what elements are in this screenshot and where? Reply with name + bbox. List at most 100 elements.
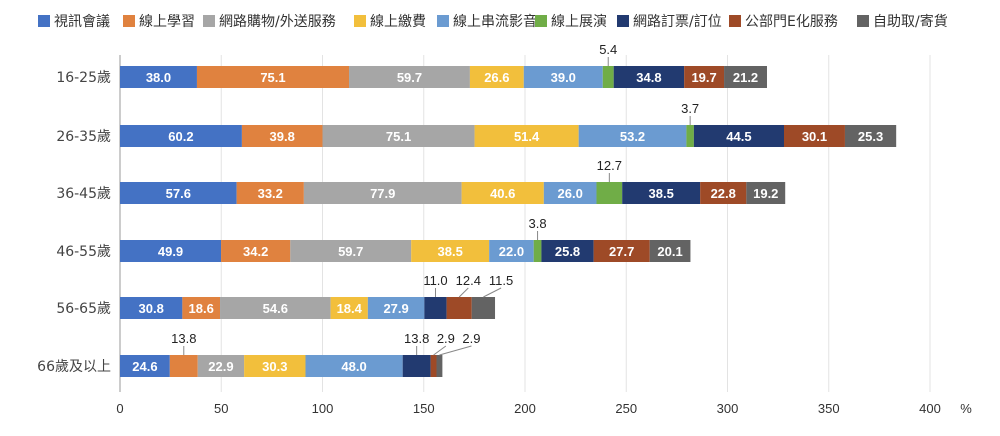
- legend-swatch: [437, 15, 449, 27]
- bar-segment: [533, 240, 542, 262]
- bar-segment: [367, 297, 425, 319]
- legend-label: 線上展演: [551, 14, 607, 30]
- bar-segment: [622, 182, 701, 204]
- data-label: 19.7: [691, 70, 716, 85]
- bar-segment: [402, 355, 431, 377]
- data-label: 39.0: [551, 70, 576, 85]
- leader-line: [458, 287, 469, 298]
- data-label: 49.9: [158, 244, 183, 259]
- leader-line: [483, 287, 502, 298]
- gridlines: [220, 55, 931, 392]
- legend-label: 公部門E化服務: [745, 14, 838, 30]
- data-label: 25.8: [555, 244, 580, 259]
- bar-segment: [578, 125, 687, 147]
- bars: 38.0 75.1 59.7 26.6 39.0 34.8 19.7 21.2 5.4 60.2 3…: [120, 42, 897, 377]
- data-label: 3.7: [681, 101, 699, 116]
- bar-segment: [613, 66, 685, 88]
- legend-swatch: [617, 15, 629, 27]
- legend-swatch: [354, 15, 366, 27]
- legend-label: 網路訂票/訂位: [633, 14, 722, 30]
- bar-segment: [724, 66, 767, 88]
- bar-segment: [686, 125, 694, 147]
- bar-row: 49.9 34.2 59.7 38.5 22.0 25.8 27.7 20.1 3.8: [120, 216, 691, 262]
- x-tick-label: 250: [615, 401, 637, 416]
- legend-item: 線上展演: [535, 14, 607, 30]
- legend-item: 線上繳費: [354, 14, 426, 30]
- x-tick-label: 150: [413, 401, 435, 416]
- data-label: 27.7: [609, 244, 634, 259]
- legend-swatch: [38, 15, 50, 27]
- data-label: 11.5: [489, 273, 513, 288]
- data-label: 75.1: [260, 70, 285, 85]
- bar-segment: [746, 182, 786, 204]
- data-label: 39.8: [270, 129, 295, 144]
- legend-item: 公部門E化服務: [729, 14, 838, 30]
- bar-segment: [120, 297, 183, 319]
- data-label: 34.8: [636, 70, 661, 85]
- data-label: 5.4: [599, 42, 617, 57]
- bar-segment: [471, 297, 496, 319]
- bar-segment: [169, 355, 198, 377]
- bar-segment: [120, 182, 237, 204]
- bar-segment: [182, 297, 221, 319]
- bar-row: 57.6 33.2 77.9 40.6 26.0 38.5 22.8 19.2 12.7: [120, 158, 786, 204]
- bar-segment: [120, 66, 197, 88]
- bar-segment: [543, 182, 597, 204]
- data-label: 18.4: [337, 301, 363, 316]
- bar-segment: [430, 355, 437, 377]
- data-label: 2.9: [437, 331, 455, 346]
- data-label: 3.8: [529, 216, 547, 231]
- data-label: 27.9: [383, 301, 408, 316]
- legend-swatch: [123, 15, 135, 27]
- bar-segment: [474, 125, 579, 147]
- bar-segment: [305, 355, 403, 377]
- bar-segment: [424, 297, 447, 319]
- bar-segment: [244, 355, 306, 377]
- bar-segment: [523, 66, 603, 88]
- data-label: 22.8: [711, 186, 736, 201]
- bar-segment: [602, 66, 614, 88]
- bar-row: 38.0 75.1 59.7 26.6 39.0 34.8 19.7 21.2 5.4: [120, 42, 767, 88]
- bar-segment: [349, 66, 470, 88]
- legend-item: 網路購物/外送服務: [203, 14, 336, 30]
- bar-segment: [649, 240, 691, 262]
- x-tick-label: 0: [116, 401, 123, 416]
- data-label: 33.2: [258, 186, 283, 201]
- bar-segment: [596, 182, 623, 204]
- data-label: 22.0: [499, 244, 524, 259]
- leader-line: [433, 345, 447, 356]
- x-axis-unit: %: [960, 401, 972, 416]
- bar-segment: [196, 66, 350, 88]
- bar-segment: [120, 240, 222, 262]
- legend-label: 自助取/寄貨: [873, 13, 948, 30]
- data-label: 30.3: [262, 359, 287, 374]
- bar-segment: [700, 182, 747, 204]
- data-label: 57.6: [166, 186, 191, 201]
- bar-segment: [303, 182, 462, 204]
- bar-segment: [489, 240, 534, 262]
- x-axis-ticks: 0 50 100 150 200 250 300 350 400%: [116, 401, 972, 416]
- bar-row: 30.8 18.6 54.6 18.4 27.9 11.0 12.4 11.5: [120, 273, 513, 319]
- category-label: 36-45歲: [56, 186, 111, 202]
- legend-item: 線上串流影音: [437, 13, 537, 30]
- data-label: 38.5: [649, 186, 674, 201]
- data-label: 2.9: [462, 331, 480, 346]
- legend-item: 視訊會議: [38, 13, 110, 30]
- bar-segment: [844, 125, 897, 147]
- category-label: 26-35歲: [56, 129, 111, 145]
- data-label: 13.8: [404, 331, 429, 346]
- data-label: 53.2: [620, 129, 645, 144]
- data-label: 24.6: [132, 359, 157, 374]
- category-label: 46-55歲: [56, 244, 111, 260]
- data-label: 54.6: [263, 301, 288, 316]
- data-label: 77.9: [370, 186, 395, 201]
- bar-segment: [469, 66, 524, 88]
- data-label: 19.2: [753, 186, 778, 201]
- bar-segment: [684, 66, 725, 88]
- legend-label: 線上繳費: [370, 14, 426, 30]
- legend-item: 自助取/寄貨: [857, 13, 948, 30]
- bar-segment: [120, 355, 170, 377]
- data-label: 34.2: [243, 244, 268, 259]
- legend-swatch: [857, 15, 869, 27]
- bar-segment: [236, 182, 304, 204]
